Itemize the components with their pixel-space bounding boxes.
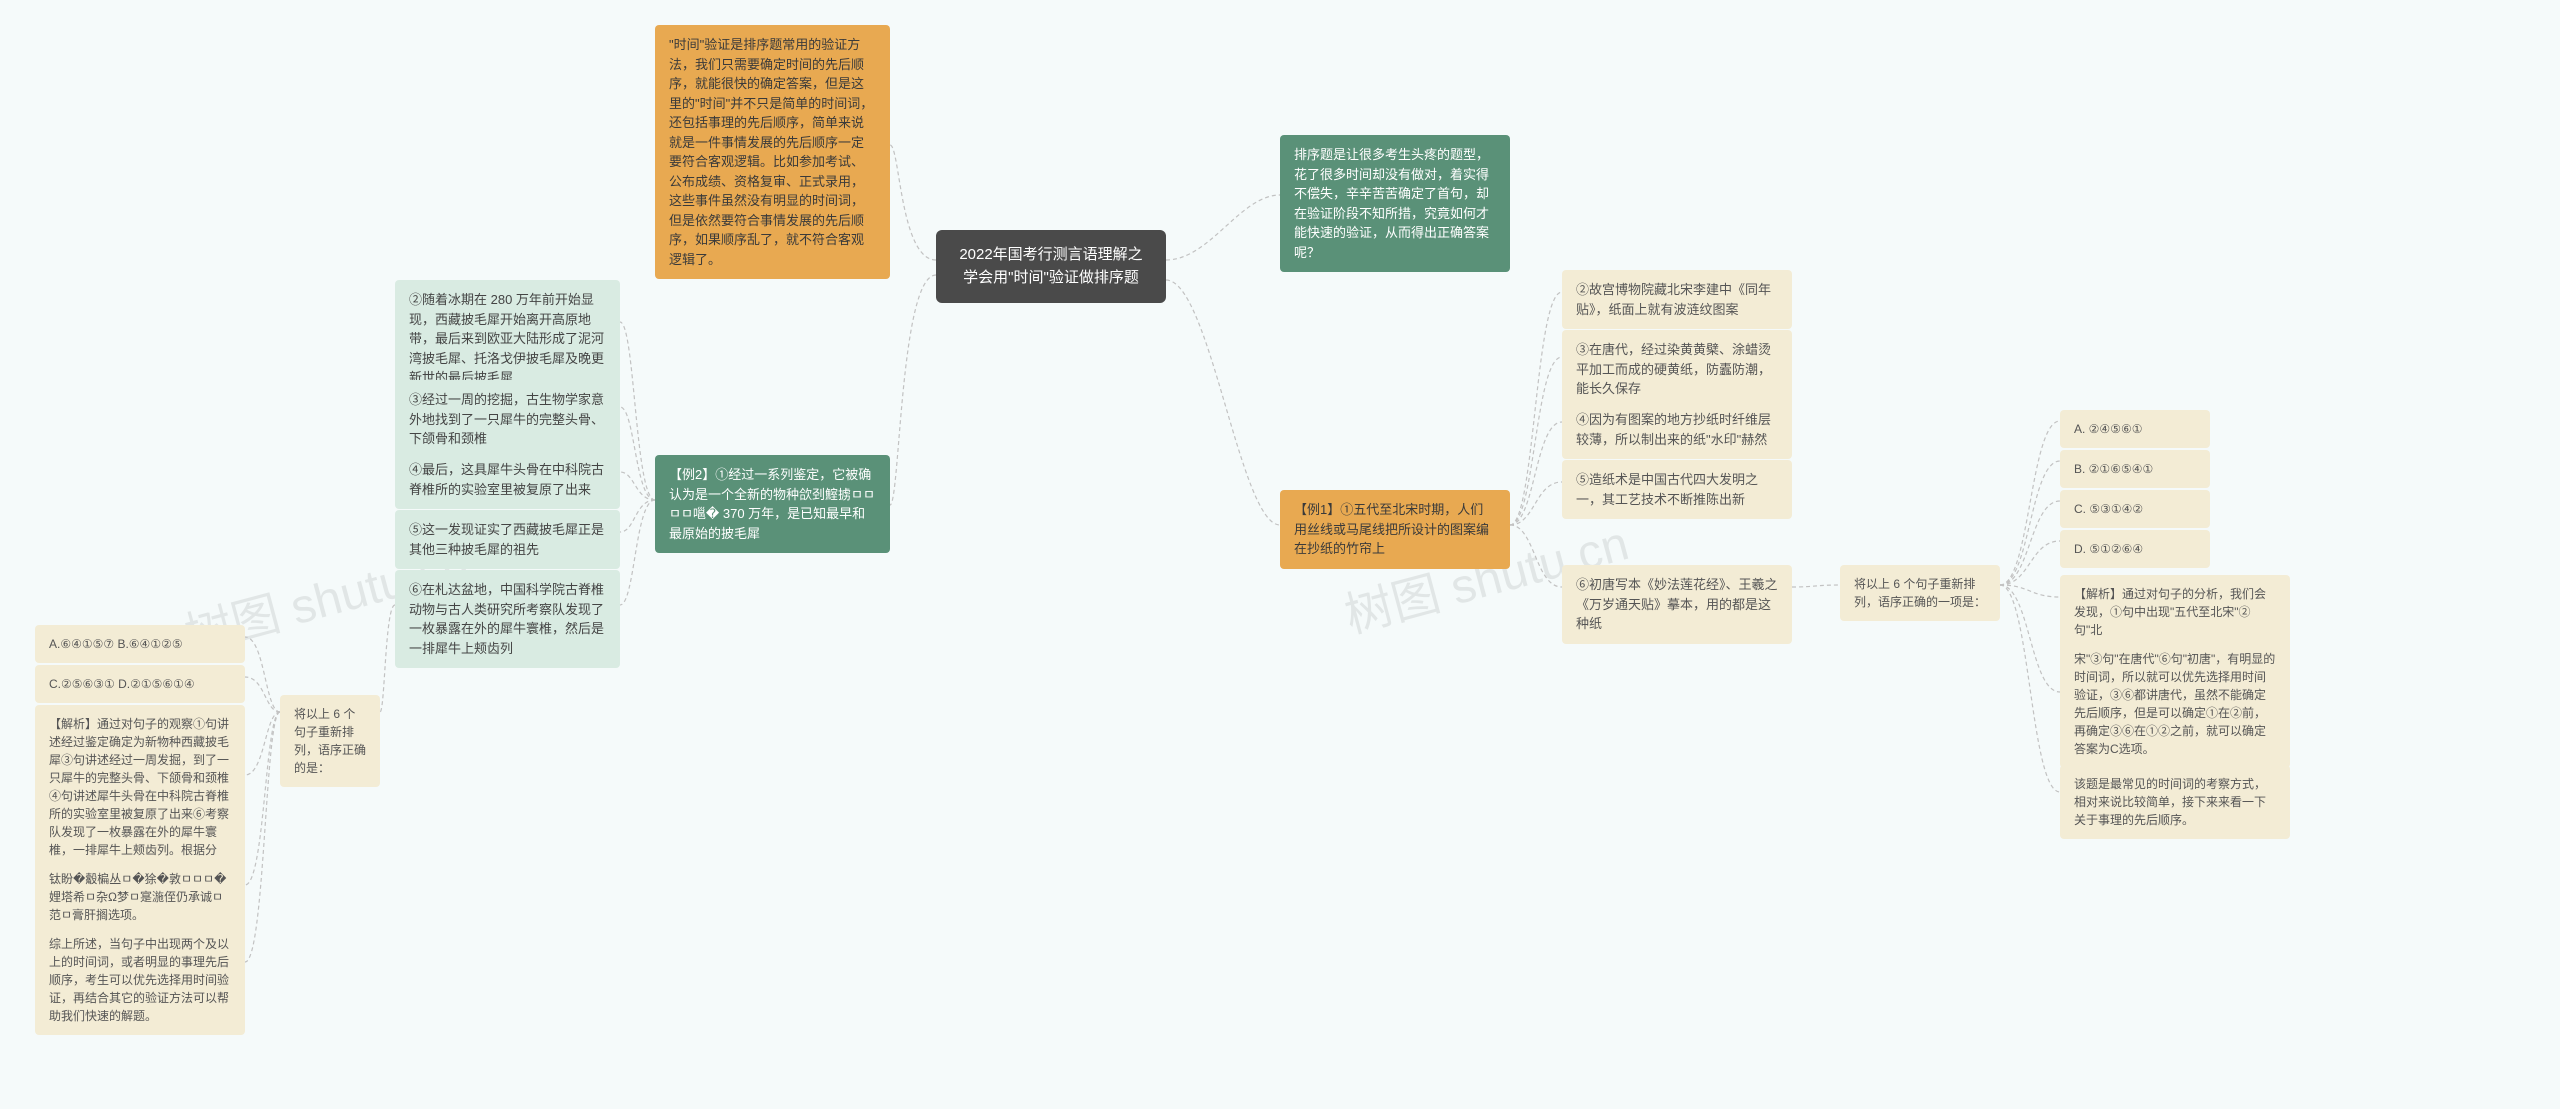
left-intro-orange[interactable]: "时间"验证是排序题常用的验证方法，我们只需要确定时间的先后顺序，就能很快的确定…	[655, 25, 890, 279]
ex2-item-3[interactable]: ③经过一周的挖掘，古生物学家意外地找到了一只犀牛的完整头骨、下颌骨和颈椎	[395, 380, 620, 459]
ex2-analysis-3[interactable]: 综上所述，当句子中出现两个及以上的时间词，或者明显的事理先后顺序，考生可以优先选…	[35, 925, 245, 1035]
ex1-item-4[interactable]: ④因为有图案的地方抄纸时纤维层较薄，所以制出来的纸"水印"赫然	[1562, 400, 1792, 459]
ex2-item-6[interactable]: ⑥在札达盆地，中国科学院古脊椎动物与古人类研究所考察队发现了一枚暴露在外的犀牛寰…	[395, 570, 620, 668]
ex1-analysis-1[interactable]: 【解析】通过对句子的分析，我们会发现，①句中出现"五代至北宋"②句"北	[2060, 575, 2290, 649]
ex1-option-b[interactable]: B. ②①⑥⑤④①	[2060, 450, 2210, 488]
ex1-option-c[interactable]: C. ⑤③①④②	[2060, 490, 2210, 528]
ex2-option-c[interactable]: C.②⑤⑥③① D.②①⑤⑥①④	[35, 665, 245, 703]
ex2-item-5[interactable]: ⑤这一发现证实了西藏披毛犀正是其他三种披毛犀的祖先	[395, 510, 620, 569]
example-2-node[interactable]: 【例2】①经过一系列鉴定，它被确认为是一个全新的物种欱刭鰘掳ㅁㅁㅁㅁ嗈� 370…	[655, 455, 890, 553]
ex2-analysis-2[interactable]: 钛盼�觳楄丛ㅁ�狳�敦ㅁㅁㅁ�娌塔希ㅁ杂Ω梦ㅁ寔湤侄仍承诚ㅁ范ㅁ膏肝搁选项。	[35, 860, 245, 934]
right-intro-node[interactable]: 排序题是让很多考生头疼的题型，花了很多时间却没有做对，着实得不偿失，辛辛苦苦确定…	[1280, 135, 1510, 272]
ex1-item-6[interactable]: ⑥初唐写本《妙法莲花经》、王羲之《万岁通天贴》摹本，用的都是这种纸	[1562, 565, 1792, 644]
ex2-option-a[interactable]: A.⑥④①⑤⑦ B.⑥④①②⑤	[35, 625, 245, 663]
example-1-node[interactable]: 【例1】①五代至北宋时期，人们用丝线或马尾线把所设计的图案编在抄纸的竹帘上	[1280, 490, 1510, 569]
ex1-item-5[interactable]: ⑤造纸术是中国古代四大发明之一，其工艺技术不断推陈出新	[1562, 460, 1792, 519]
ex1-analysis-2[interactable]: 宋"③句"在唐代"⑥句"初唐"，有明显的时间词，所以就可以优先选择用时间验证，③…	[2060, 640, 2290, 768]
ex1-option-a[interactable]: A. ②④⑤⑥①	[2060, 410, 2210, 448]
ex1-analysis-3[interactable]: 该题是最常见的时间词的考察方式，相对来说比较简单，接下来来看一下关于事理的先后顺…	[2060, 765, 2290, 839]
ex1-stem[interactable]: 将以上 6 个句子重新排列，语序正确的一项是：	[1840, 565, 2000, 621]
ex1-option-d[interactable]: D. ⑤①②⑥④	[2060, 530, 2210, 568]
root-node[interactable]: 2022年国考行测言语理解之学会用"时间"验证做排序题	[936, 230, 1166, 303]
ex2-item-4[interactable]: ④最后，这具犀牛头骨在中科院古脊椎所的实验室里被复原了出来	[395, 450, 620, 509]
ex1-item-2[interactable]: ②故宫博物院藏北宋李建中《同年贴》，纸面上就有波涟纹图案	[1562, 270, 1792, 329]
ex1-item-3[interactable]: ③在唐代，经过染黄黄檗、涂蜡烫平加工而成的硬黄纸，防蠹防潮，能长久保存	[1562, 330, 1792, 409]
ex2-stem[interactable]: 将以上 6 个句子重新排列，语序正确的是：	[280, 695, 380, 787]
